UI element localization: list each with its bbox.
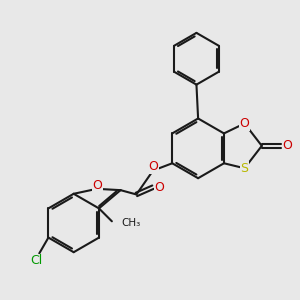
Text: S: S	[241, 162, 248, 175]
Text: O: O	[149, 160, 159, 173]
Text: Cl: Cl	[30, 254, 42, 267]
Text: O: O	[283, 140, 292, 152]
Text: O: O	[155, 181, 165, 194]
Text: O: O	[93, 179, 103, 192]
Text: O: O	[240, 117, 250, 130]
Text: CH₃: CH₃	[121, 218, 140, 228]
